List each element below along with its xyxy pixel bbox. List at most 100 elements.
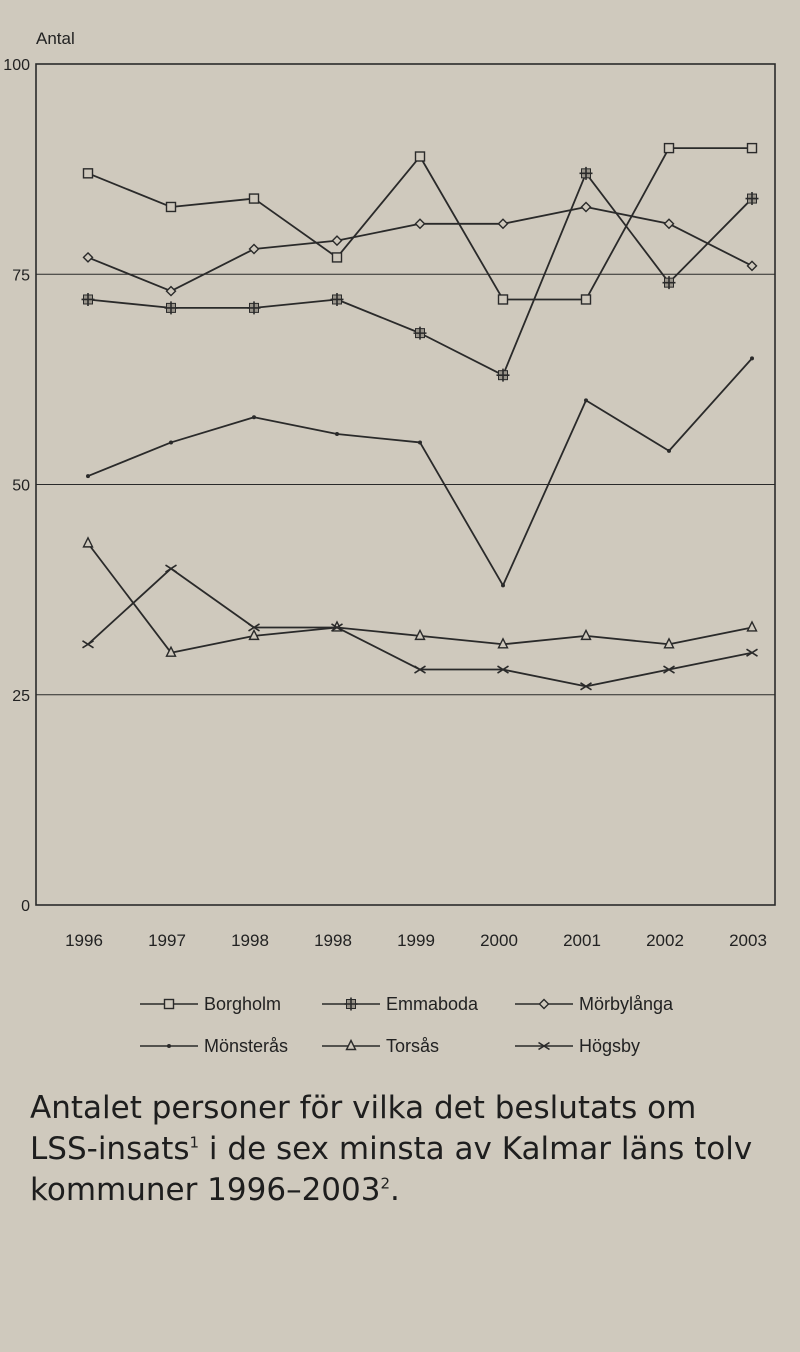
legend-label: Torsås [386, 1036, 439, 1056]
legend-item-emmaboda: Emmaboda [322, 994, 479, 1014]
x-tick-label: 2002 [646, 931, 684, 950]
data-point-borgholm [580, 294, 592, 305]
data-point-borgholm [414, 151, 426, 162]
data-point-m-rbyl-nga [331, 235, 343, 247]
legend-marker-m-rbyl-nga [538, 998, 550, 1010]
series-m-rbyl-nga [82, 201, 758, 297]
x-tick-label: 1997 [148, 931, 186, 950]
caption-line-3-rest: . [390, 1172, 400, 1208]
legend-marker-emmaboda [344, 997, 358, 1011]
data-point-tors-s [414, 628, 426, 641]
x-tick-labels: 1996 1997 1998 1998 1999 2000 2001 2002 2003 [65, 931, 767, 950]
x-tick-label: 1996 [65, 931, 103, 950]
data-point-m-nster-s [750, 356, 754, 361]
data-point-emmaboda [496, 368, 510, 382]
y-tick-label: 0 [21, 898, 30, 915]
data-point-tors-s [248, 628, 260, 641]
data-point-m-nster-s [501, 583, 505, 588]
legend-marker-m-nster-s [167, 1044, 171, 1048]
y-tick-labels: 0 25 50 75 100 [3, 57, 30, 915]
data-point-m-rbyl-nga [165, 285, 177, 297]
series-m-nster-s [86, 356, 754, 588]
data-point-m-rbyl-nga [663, 218, 675, 230]
data-point-m-nster-s [418, 440, 422, 445]
caption-footnote-1: 1 [189, 1133, 200, 1152]
legend-label: Högsby [579, 1036, 640, 1056]
figure-caption: Antalet personer för vilka det beslutats… [30, 1088, 800, 1211]
data-point-h-gsby [414, 665, 426, 674]
data-point-h-gsby [497, 665, 509, 674]
legend-item-borgholm: Borgholm [140, 994, 281, 1014]
data-point-emmaboda [247, 301, 261, 315]
data-point-tors-s [663, 637, 675, 649]
legend-marker-borgholm [163, 998, 175, 1010]
y-tick-label: 100 [3, 57, 30, 74]
data-point-emmaboda [413, 326, 427, 340]
data-point-m-nster-s [169, 440, 173, 445]
data-point-emmaboda [745, 192, 759, 206]
y-axis-label: Antal [36, 29, 75, 48]
data-point-borgholm [663, 142, 675, 154]
series-emmaboda [81, 166, 759, 382]
legend-marker-h-gsby [538, 1041, 550, 1051]
data-point-emmaboda [579, 166, 593, 180]
legend-item-m-rbyl-nga: Mörbylånga [515, 994, 674, 1014]
legend-label: Mörbylånga [579, 994, 674, 1014]
data-point-borgholm [331, 252, 343, 263]
data-point-h-gsby [580, 682, 592, 691]
data-point-emmaboda [81, 292, 95, 306]
data-point-m-rbyl-nga [248, 243, 260, 255]
data-point-h-gsby [746, 648, 758, 657]
data-point-borgholm [82, 168, 94, 179]
data-point-borgholm [497, 294, 509, 305]
x-tick-label: 1998 [231, 931, 269, 950]
data-point-borgholm [248, 193, 260, 204]
line-chart: 0 25 50 75 100 1996 1997 1998 1998 1999 2000 2001 2… [3, 29, 776, 1056]
data-point-tors-s [580, 628, 592, 641]
data-point-h-gsby [248, 623, 260, 632]
y-tick-label: 50 [12, 478, 30, 495]
data-point-h-gsby [331, 623, 343, 632]
data-point-m-rbyl-nga [580, 201, 592, 213]
data-point-m-nster-s [667, 448, 671, 453]
data-point-emmaboda [330, 292, 344, 306]
legend-item-h-gsby: Högsby [515, 1036, 640, 1056]
data-point-m-nster-s [86, 474, 90, 479]
legend: Borgholm Emmaboda Mörbylånga Mönsterås Torså… [140, 994, 674, 1056]
caption-line-1: Antalet personer för vilka det beslutats… [30, 1090, 697, 1126]
data-point-tors-s [746, 620, 758, 632]
series-line-m-nster-s [87, 357, 753, 587]
caption-line-2-text: LSS-insats [30, 1131, 190, 1167]
data-point-tors-s [497, 637, 509, 649]
x-tick-label: 2003 [729, 931, 767, 950]
data-point-tors-s [165, 645, 177, 657]
legend-label: Emmaboda [386, 994, 479, 1014]
y-tick-label: 75 [12, 267, 30, 284]
x-tick-label: 2001 [563, 931, 601, 950]
y-tick-label: 25 [12, 688, 30, 705]
legend-item-m-nster-s: Mönsterås [140, 1036, 288, 1056]
data-point-tors-s [82, 536, 94, 548]
data-point-emmaboda [662, 276, 676, 290]
data-point-m-nster-s [584, 398, 588, 403]
data-point-m-nster-s [335, 432, 339, 437]
data-point-emmaboda [164, 301, 178, 315]
caption-line-2-rest: i de sex minsta av Kalmar läns tolv [199, 1131, 753, 1167]
caption-footnote-2: 2 [380, 1174, 391, 1193]
legend-marker-tors-s [345, 1038, 357, 1051]
legend-item-tors-s: Torsås [322, 1036, 439, 1056]
series-lines [81, 142, 759, 691]
data-point-m-nster-s [252, 415, 256, 420]
caption-line-3-text: kommuner 1996–2003 [30, 1172, 381, 1208]
caption-line-2: LSS-insats1 i de sex minsta av Kalmar lä… [30, 1129, 800, 1170]
x-tick-label: 1998 [314, 931, 352, 950]
caption-line-3: kommuner 1996–20032. [30, 1170, 800, 1211]
x-tick-label: 2000 [480, 931, 518, 950]
x-tick-label: 1999 [397, 931, 435, 950]
data-point-h-gsby [165, 564, 177, 573]
data-point-m-rbyl-nga [414, 218, 426, 230]
legend-label: Mönsterås [204, 1036, 288, 1056]
data-point-borgholm [746, 142, 758, 154]
series-h-gsby [82, 564, 758, 691]
gridlines [36, 273, 775, 696]
